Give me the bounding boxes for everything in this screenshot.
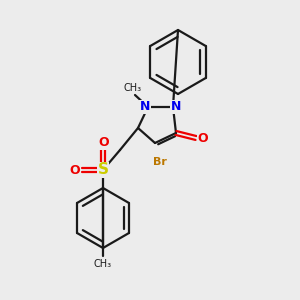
Text: N: N: [171, 100, 181, 113]
Text: S: S: [98, 163, 109, 178]
Text: O: O: [99, 136, 109, 149]
Text: CH₃: CH₃: [124, 83, 142, 93]
Text: CH₃: CH₃: [94, 259, 112, 269]
Text: O: O: [198, 131, 208, 145]
Text: O: O: [70, 164, 80, 176]
Text: N: N: [140, 100, 150, 113]
Text: Br: Br: [153, 157, 167, 167]
